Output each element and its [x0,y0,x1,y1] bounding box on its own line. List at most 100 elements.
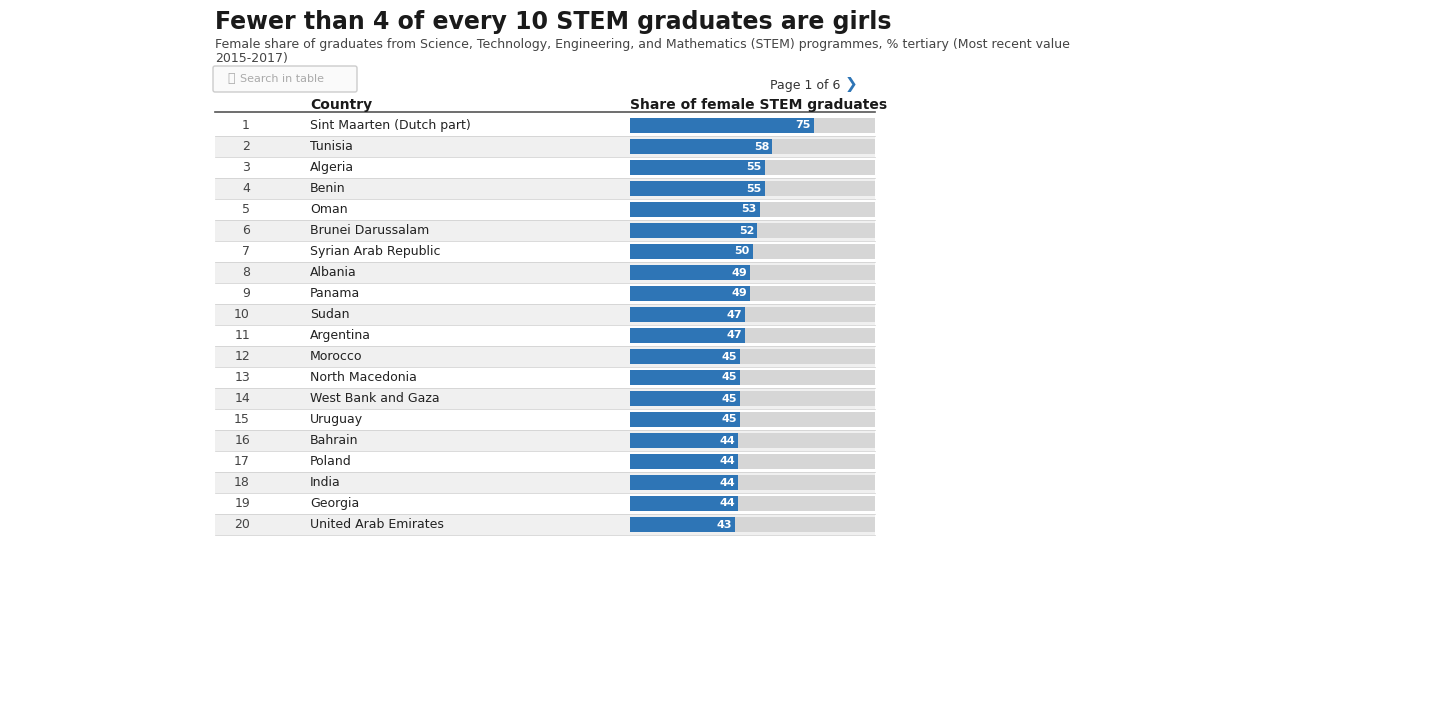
Text: Georgia: Georgia [310,497,359,510]
Text: Search in table: Search in table [240,74,325,84]
Bar [215,157,875,178]
Bar [630,370,875,385]
Text: 55: 55 [747,162,761,172]
Text: 75: 75 [796,121,811,131]
Bar [215,367,875,388]
Text: 17: 17 [234,455,250,468]
Bar [630,433,738,448]
Text: Panama: Panama [310,287,360,300]
Text: United Arab Emirates: United Arab Emirates [310,518,444,531]
Bar [630,307,745,322]
Text: 44: 44 [719,477,735,488]
Bar [630,328,875,343]
Bar [630,139,875,154]
Bar [630,328,745,343]
Bar [630,391,740,406]
Text: ⌕: ⌕ [227,73,234,85]
Bar [630,181,875,196]
Bar [630,517,735,532]
Text: Oman: Oman [310,203,348,216]
Bar [630,118,814,133]
Bar [630,139,773,154]
Text: 44: 44 [719,457,735,467]
Bar [215,409,875,430]
Text: Benin: Benin [310,182,346,195]
Text: Fewer than 4 of every 10 STEM graduates are girls: Fewer than 4 of every 10 STEM graduates … [215,10,892,34]
Text: 44: 44 [719,436,735,445]
Bar [215,451,875,472]
Text: Poland: Poland [310,455,352,468]
Text: 44: 44 [719,498,735,508]
Text: Sint Maarten (Dutch part): Sint Maarten (Dutch part) [310,119,471,132]
Text: 9: 9 [243,287,250,300]
Bar [215,304,875,325]
Text: 45: 45 [722,352,737,361]
Bar [215,262,875,283]
Text: 13: 13 [234,371,250,384]
Text: 43: 43 [717,520,732,529]
Text: 5: 5 [243,203,250,216]
Text: Page 1 of 6: Page 1 of 6 [770,78,840,91]
Text: Uruguay: Uruguay [310,413,363,426]
Text: West Bank and Gaza: West Bank and Gaza [310,392,439,405]
Bar [630,412,740,427]
Bar [630,412,875,427]
Bar [215,199,875,220]
Text: 49: 49 [731,268,747,277]
Bar [215,430,875,451]
Bar [215,472,875,493]
Text: ❯: ❯ [844,78,857,93]
Text: 50: 50 [734,246,750,256]
Text: 47: 47 [727,309,742,320]
Text: Female share of graduates from Science, Technology, Engineering, and Mathematics: Female share of graduates from Science, … [215,38,1070,51]
Bar [215,325,875,346]
Bar [630,454,875,469]
Text: Sudan: Sudan [310,308,349,321]
Text: 14: 14 [234,392,250,405]
Bar [630,370,740,385]
Bar [630,202,875,217]
Bar [630,118,875,133]
Text: 19: 19 [234,497,250,510]
Bar [215,136,875,157]
Text: North Macedonia: North Macedonia [310,371,416,384]
Bar [630,349,875,364]
Bar [215,346,875,367]
Text: 10: 10 [234,308,250,321]
Bar [630,454,738,469]
Text: 52: 52 [740,225,754,236]
Bar [630,202,760,217]
Text: 2015-2017): 2015-2017) [215,52,287,65]
Text: Morocco: Morocco [310,350,362,363]
Bar [630,307,875,322]
Text: 8: 8 [243,266,250,279]
Bar [630,286,750,301]
Bar [630,265,875,280]
Bar [630,244,752,259]
Text: 53: 53 [741,205,757,215]
Bar [630,181,765,196]
Text: 6: 6 [243,224,250,237]
Text: 45: 45 [722,414,737,424]
Bar [630,475,875,490]
Text: 2: 2 [243,140,250,153]
Text: Bahrain: Bahrain [310,434,359,447]
Bar [215,115,875,136]
Bar [630,349,740,364]
Bar [215,283,875,304]
Bar [630,391,875,406]
Text: Argentina: Argentina [310,329,370,342]
Text: Syrian Arab Republic: Syrian Arab Republic [310,245,441,258]
Text: 15: 15 [234,413,250,426]
Text: 16: 16 [234,434,250,447]
Bar [630,496,738,511]
Bar [630,475,738,490]
Bar [215,388,875,409]
Bar [630,433,875,448]
Text: Brunei Darussalam: Brunei Darussalam [310,224,429,237]
Text: 20: 20 [234,518,250,531]
Text: 12: 12 [234,350,250,363]
Text: 49: 49 [731,289,747,299]
Text: 18: 18 [234,476,250,489]
Text: India: India [310,476,340,489]
